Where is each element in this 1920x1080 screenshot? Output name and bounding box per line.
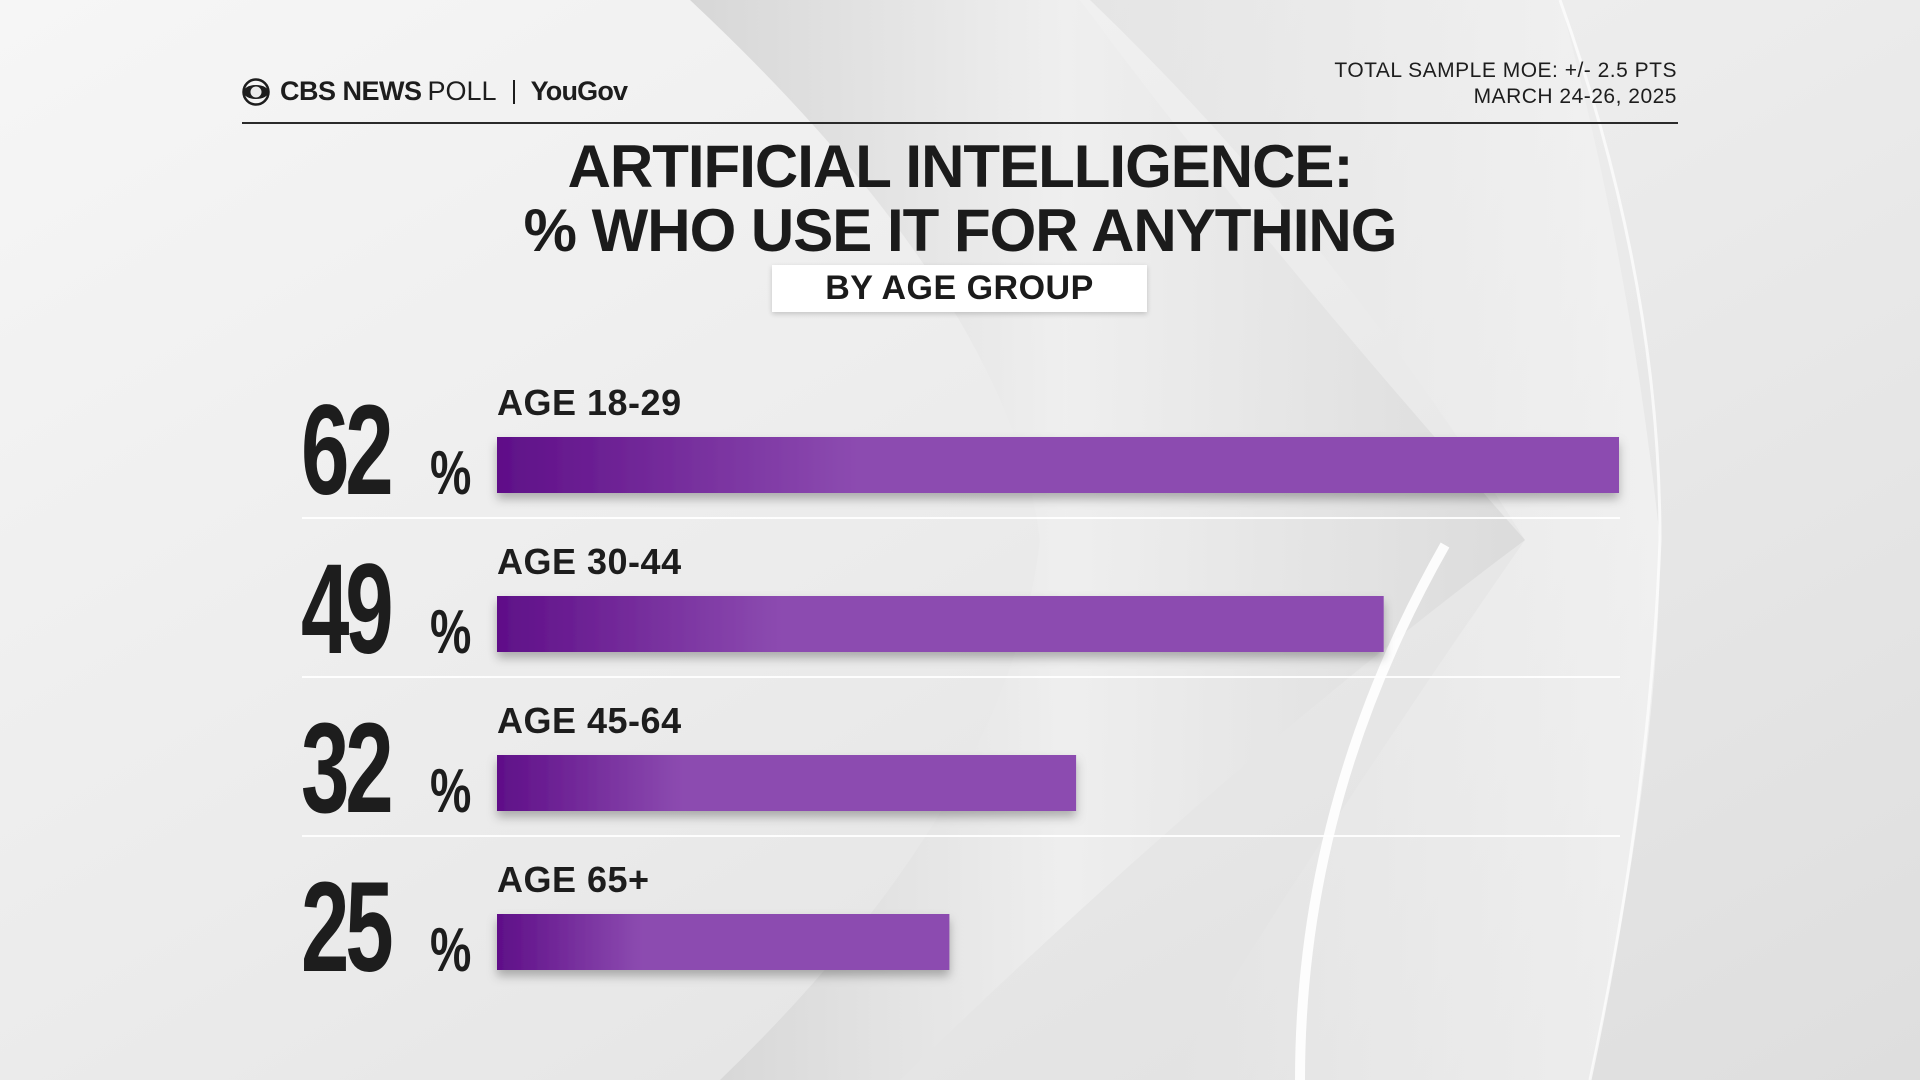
- row-divider: [302, 835, 1620, 837]
- subtitle-text: BY AGE GROUP: [825, 269, 1094, 307]
- row-divider: [302, 676, 1620, 678]
- category-label: AGE 18-29: [497, 382, 682, 423]
- header-brand: CBS NEWS POLL YouGov: [242, 76, 629, 107]
- value-label: 49: [301, 538, 391, 681]
- chart-subtitle: BY AGE GROUP: [772, 265, 1147, 312]
- category-label: AGE 30-44: [497, 541, 682, 582]
- bar: [497, 437, 1619, 493]
- row-divider: [302, 517, 1620, 519]
- value-label: 32: [301, 697, 391, 840]
- chart-title: ARTIFICIAL INTELLIGENCE: % WHO USE IT FO…: [0, 135, 1920, 263]
- value-unit: %: [430, 755, 471, 825]
- header-divider: [242, 122, 1678, 124]
- value-unit: %: [430, 437, 471, 507]
- value-label: 25: [301, 856, 391, 999]
- header-meta: TOTAL SAMPLE MOE: +/- 2.5 PTS MARCH 24-2…: [1334, 58, 1677, 110]
- poll-dates: MARCH 24-26, 2025: [1473, 85, 1677, 108]
- brand-yougov: YouGov: [530, 76, 629, 106]
- sample-moe: TOTAL SAMPLE MOE: +/- 2.5 PTS: [1334, 59, 1677, 82]
- brand-cbs-news: CBS NEWS: [280, 76, 422, 106]
- cbs-eye-icon: [242, 77, 270, 106]
- title-line-2: % WHO USE IT FOR ANYTHING: [523, 197, 1398, 264]
- value-label: 62: [301, 379, 391, 522]
- value-unit: %: [430, 914, 471, 984]
- bar: [497, 914, 950, 970]
- bar: [497, 596, 1384, 652]
- brand-poll: POLL: [427, 76, 497, 106]
- bar: [497, 755, 1077, 811]
- title-line-1: ARTIFICIAL INTELLIGENCE:: [567, 133, 1354, 200]
- value-unit: %: [430, 596, 471, 666]
- category-label: AGE 45-64: [497, 700, 682, 741]
- brand-divider: [512, 79, 515, 104]
- category-label: AGE 65+: [497, 859, 650, 900]
